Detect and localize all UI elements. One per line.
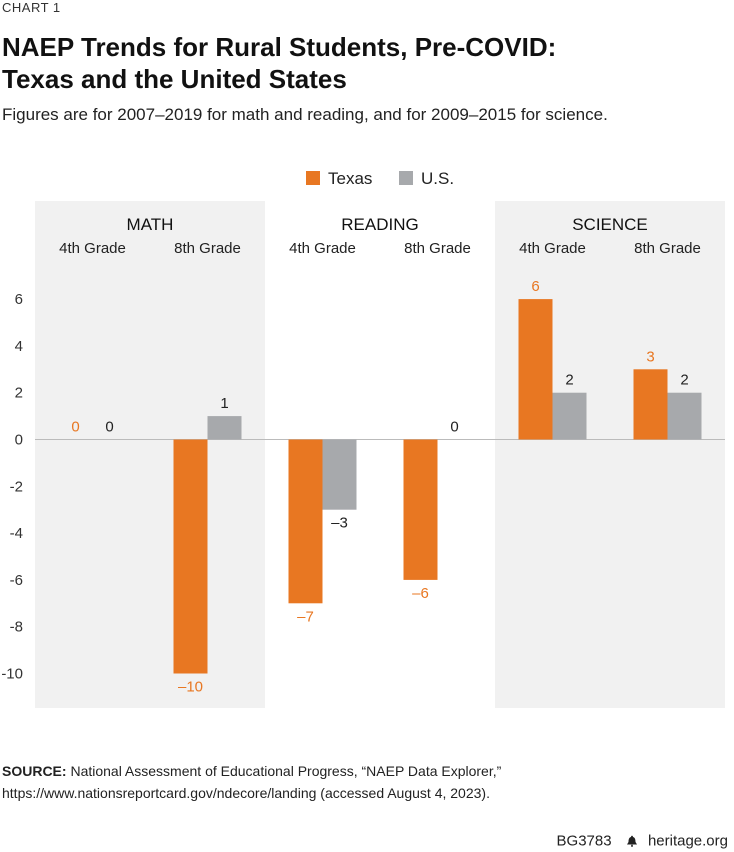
legend-swatch-texas xyxy=(306,171,320,185)
bar-us xyxy=(207,416,242,440)
y-tick-label: 6 xyxy=(15,291,23,308)
bar-us xyxy=(552,392,587,440)
bar-texas xyxy=(173,439,208,674)
data-label-texas: 3 xyxy=(646,348,654,365)
data-label-us: 2 xyxy=(565,372,573,389)
grade-label: 4th Grade xyxy=(289,240,356,257)
y-tick-label: -10 xyxy=(1,666,23,683)
data-label-us: 0 xyxy=(105,419,113,436)
y-tick-label: -6 xyxy=(10,572,23,589)
data-label-us: 2 xyxy=(680,372,688,389)
data-label-texas: 0 xyxy=(71,419,79,436)
data-label-us: –3 xyxy=(331,515,348,532)
chart-number-label: CHART 1 xyxy=(2,0,61,15)
source-text: National Assessment of Educational Progr… xyxy=(2,763,502,801)
chart-title-line-2: Texas and the United States xyxy=(2,64,347,94)
data-label-texas: 6 xyxy=(531,278,539,295)
group-title-science: SCIENCE xyxy=(572,215,648,234)
liberty-bell-icon xyxy=(626,835,637,847)
group-title-math: MATH xyxy=(127,215,174,234)
grade-label: 4th Grade xyxy=(519,240,586,257)
panel-math xyxy=(35,201,265,708)
chart-title: NAEP Trends for Rural Students, Pre-COVI… xyxy=(2,31,702,95)
report-code: BG3783 xyxy=(556,832,612,850)
grade-label: 4th Grade xyxy=(59,240,126,257)
chart-subtitle: Figures are for 2007–2019 for math and r… xyxy=(2,105,608,124)
bar-us xyxy=(667,392,702,440)
grade-label: 8th Grade xyxy=(404,240,471,257)
data-label-us: 1 xyxy=(220,395,228,412)
bar-texas xyxy=(518,299,553,440)
y-tick-label: 0 xyxy=(15,432,23,449)
grade-label: 8th Grade xyxy=(174,240,241,257)
y-tick-label: -8 xyxy=(10,619,23,636)
y-tick-label: 4 xyxy=(15,338,23,355)
data-label-texas: –6 xyxy=(412,585,429,602)
grade-label: 8th Grade xyxy=(634,240,701,257)
y-tick-label: -2 xyxy=(10,478,23,495)
data-label-texas: –10 xyxy=(178,679,203,696)
data-label-us: 0 xyxy=(450,419,458,436)
data-label-texas: –7 xyxy=(297,608,314,625)
bar-texas xyxy=(403,439,438,580)
source-note: SOURCE: National Assessment of Education… xyxy=(2,760,730,804)
y-tick-label: 2 xyxy=(15,385,23,402)
y-tick-label: -4 xyxy=(10,525,23,542)
bar-us xyxy=(322,439,357,510)
bar-texas xyxy=(288,439,323,604)
footer: BG3783 heritage.org xyxy=(557,832,728,850)
chart-title-line-1: NAEP Trends for Rural Students, Pre-COVI… xyxy=(2,32,557,62)
legend-swatch-us xyxy=(399,171,413,185)
group-title-reading: READING xyxy=(341,215,418,234)
bar-texas xyxy=(633,369,668,440)
panel-science xyxy=(495,201,725,708)
legend-label-texas: Texas xyxy=(328,169,372,188)
site-name: heritage.org xyxy=(647,832,728,850)
source-label: SOURCE: xyxy=(2,763,67,779)
legend-label-us: U.S. xyxy=(421,169,454,188)
